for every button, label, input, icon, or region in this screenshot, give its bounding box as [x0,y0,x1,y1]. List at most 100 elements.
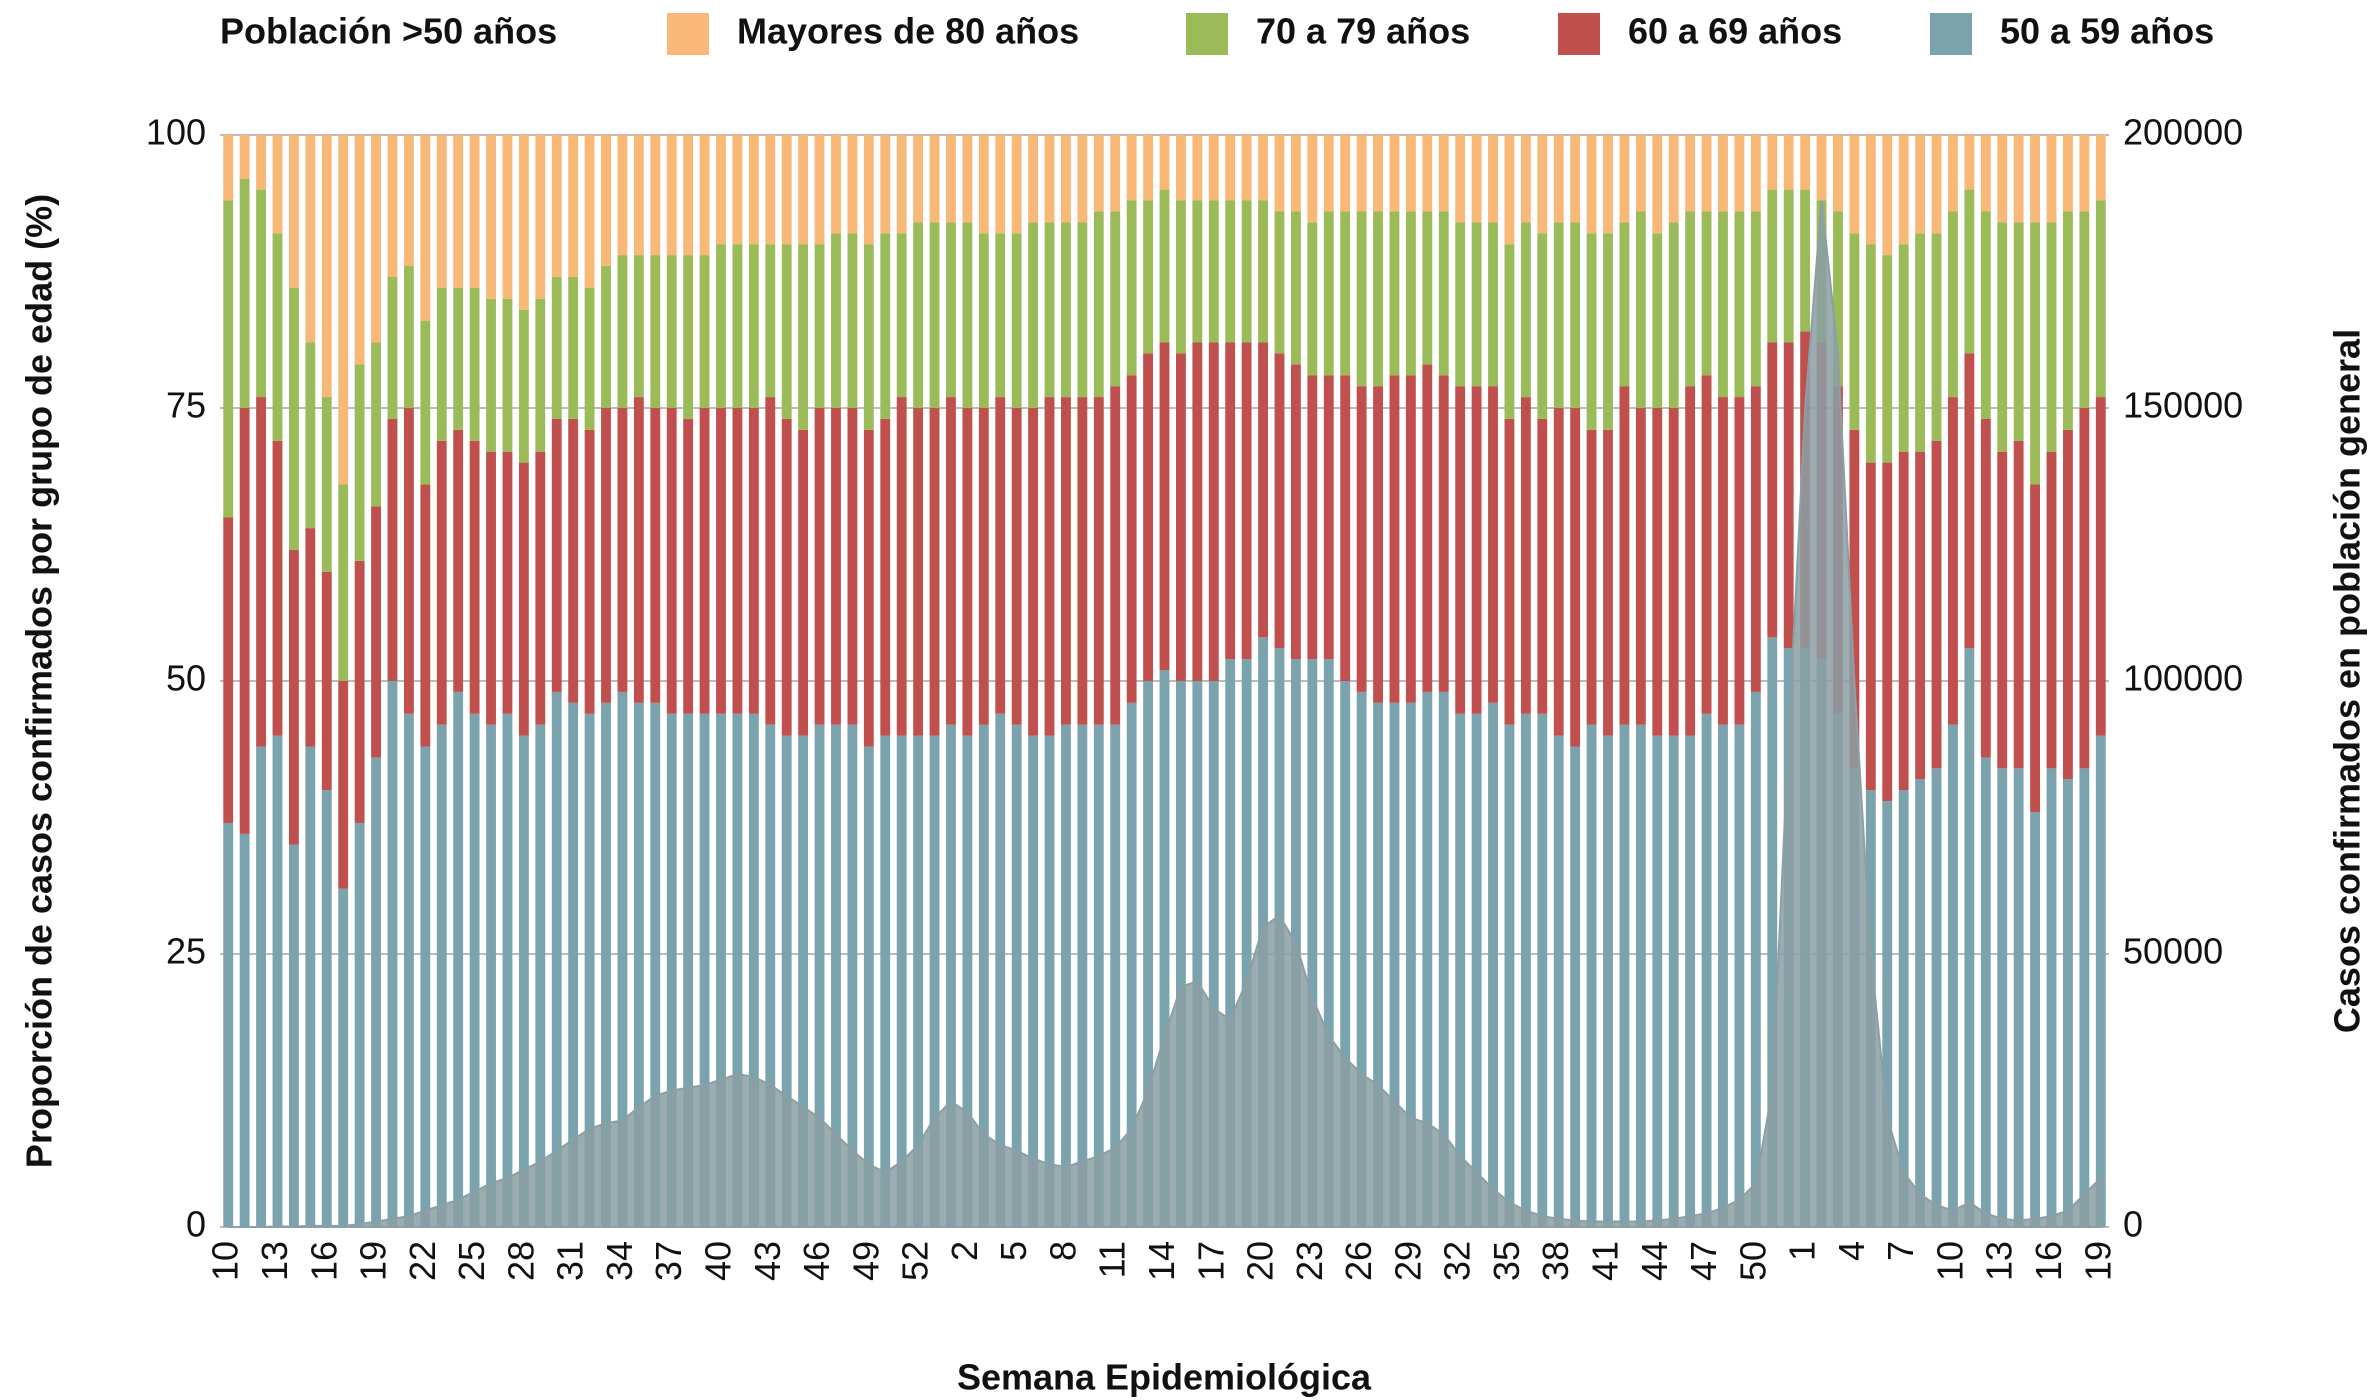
bar-segment [1208,681,1219,1227]
x-tick-label: 17 [1190,1241,1231,1281]
bar-segment [1405,211,1416,376]
bar-segment [1077,222,1088,398]
bar-segment [666,408,677,714]
y2-tick-label: 50000 [2123,931,2223,972]
bar-segment [601,135,611,267]
bar-segment [502,451,513,714]
bar-segment [1882,462,1893,802]
x-tick-label: 29 [1387,1241,1428,1281]
bar-segment [1865,462,1876,791]
bar-segment [995,135,1006,234]
bar-segment [1635,135,1646,212]
bar-segment [1241,342,1252,660]
bar-segment [1553,135,1564,223]
bar-segment [436,287,447,441]
bar-segment [946,724,956,1227]
bar-segment [1603,233,1613,430]
bar-segment [1011,724,1022,1227]
bar-segment [354,822,365,1227]
bar-segment [1553,222,1564,408]
bar-segment [535,451,546,725]
bar-segment [1422,691,1433,1227]
bar-segment [1061,135,1071,223]
bar-segment [1258,342,1268,638]
bar-segment [1980,135,1991,212]
bar-segment [1701,375,1712,714]
bar-segment [1044,735,1055,1227]
x-tick-label: 16 [303,1241,344,1281]
bar-segment [1948,397,1958,725]
bar-segment [1537,418,1548,714]
bar-segment [403,266,414,408]
bar-segment [1767,135,1778,190]
x-tick-label: 44 [1634,1241,1675,1281]
bar-segment [1159,342,1170,671]
legend-label: 70 a 79 años [1256,11,1470,52]
bar-segment [387,135,398,277]
bar-segment [699,713,710,1227]
bar-segment [1356,386,1367,692]
bar-segment [1488,702,1498,1227]
bar-segment [1915,779,1926,1227]
bar-segment [453,691,464,1227]
bar-segment [1652,233,1663,408]
bar-segment [814,135,825,245]
bar-segment [1028,222,1039,408]
bar-segment [962,222,973,408]
bar-segment [1964,353,1975,649]
bar-segment [847,724,858,1227]
bar-segment [1175,681,1186,1227]
bar-segment [371,342,381,507]
x-tick-label: 19 [2077,1241,2118,1281]
bar-segment [732,713,743,1227]
bar-segment [354,135,365,365]
bar-segment [896,135,907,234]
bar-segment [1455,222,1466,387]
legend-swatch [1930,13,1972,55]
bar-segment [732,244,743,408]
legend-swatch [1558,13,1600,55]
bar-segment [1110,135,1121,212]
bar-segment [2030,222,2041,485]
bar-segment [929,735,940,1227]
bar-segment [946,222,956,398]
bar-segment [1980,757,1991,1227]
bar-segment [1077,724,1088,1227]
x-tick-label: 40 [698,1241,739,1281]
bar-segment [338,681,349,889]
bar-segment [1175,135,1186,201]
bar-segment [469,713,480,1227]
bar-segment [1471,713,1482,1227]
bar-segment [403,408,414,714]
bar-segment [1931,135,1942,234]
legend-swatch [667,13,709,55]
bar-segment [1258,200,1268,343]
bar-segment [1652,408,1663,736]
bar-segment [1504,418,1515,725]
bar-segment [2046,451,2057,769]
bar-segment [2095,135,2106,201]
bar-segment [1570,222,1581,408]
bar-segment [1948,724,1958,1227]
bar-segment [765,724,776,1227]
bar-segment [1159,135,1170,190]
bar-segment [1718,211,1728,398]
bar-segment [584,429,595,714]
bar-segment [223,135,234,201]
bar-segment [1898,244,1909,452]
bar-segment [1192,342,1203,681]
bar-segment [256,189,266,398]
bar-segment [469,135,480,288]
bar-segment [288,287,299,550]
bar-segment [650,408,661,703]
bar-segment [305,135,316,343]
bar-segment [2030,135,2041,223]
bar-segment [387,418,398,681]
bar-segment [2079,408,2090,769]
bar-segment [2063,429,2073,780]
bar-segment [1175,200,1186,354]
bar-segment [831,233,841,408]
bar-segment [748,713,759,1227]
bar-segment [1718,724,1728,1227]
